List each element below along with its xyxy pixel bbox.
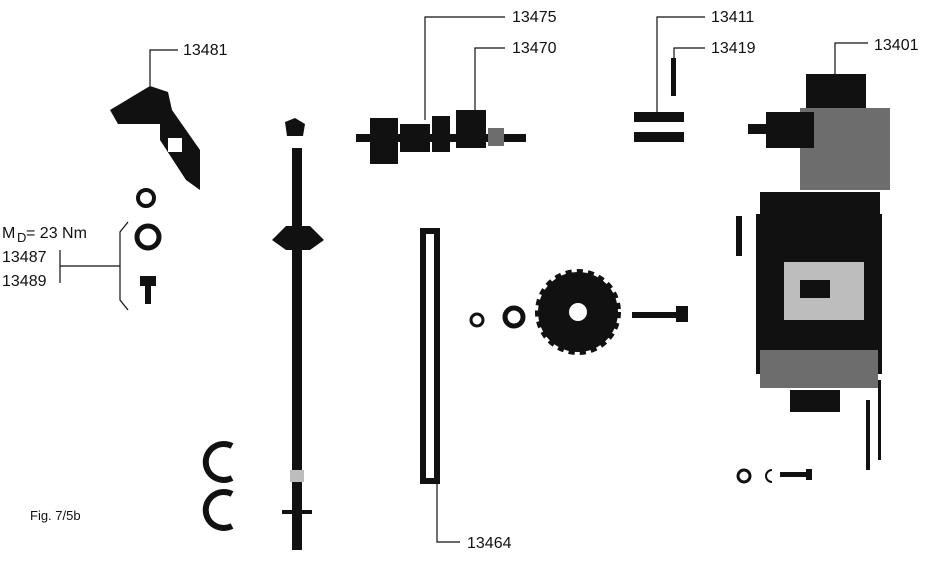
label-13487: 13487 — [2, 249, 47, 266]
label-13475: 13475 — [512, 9, 557, 26]
nut-sprocket — [469, 312, 485, 328]
e-clip-upper — [202, 441, 234, 483]
nut-small — [136, 188, 156, 208]
sprocket-gear — [535, 269, 621, 355]
leader-13464 — [436, 484, 460, 543]
label-13411: 13411 — [711, 9, 754, 26]
bolt-motor — [780, 469, 812, 480]
figure-caption: Fig. 7/5b — [30, 508, 81, 523]
torque-sub: D — [17, 230, 26, 245]
washer-13487 — [134, 223, 162, 251]
clip-motor — [765, 469, 773, 483]
label-13489: 13489 — [2, 273, 47, 290]
sleeve-13411 — [634, 112, 684, 142]
washer-sprocket — [502, 305, 526, 329]
torque-value: = 23 Nm — [26, 225, 87, 242]
e-clip-lower — [202, 489, 234, 531]
label-13481: 13481 — [183, 42, 228, 59]
leader-13401 — [834, 42, 868, 74]
brace-bracket — [119, 221, 129, 311]
label-13470: 13470 — [512, 40, 557, 57]
chain-13464 — [420, 228, 440, 484]
label-13464: 13464 — [467, 535, 512, 552]
washer-motor — [736, 468, 752, 484]
camshaft-13475 — [356, 110, 526, 164]
bolt-sprocket — [632, 306, 688, 322]
screw-13489 — [140, 276, 156, 304]
leader-13475 — [424, 16, 505, 120]
label-13419: 13419 — [711, 40, 756, 57]
label-13401: 13401 — [874, 37, 919, 54]
torque-m: M — [2, 225, 15, 242]
bracket-13481 — [110, 86, 200, 190]
leader-13419 — [673, 47, 705, 58]
leader-13481 — [149, 49, 178, 86]
leader-13470 — [474, 47, 505, 110]
motor-13401 — [736, 74, 890, 470]
pin-13419 — [671, 58, 676, 96]
leader-13411 — [656, 16, 705, 112]
long-shaft — [272, 118, 324, 550]
